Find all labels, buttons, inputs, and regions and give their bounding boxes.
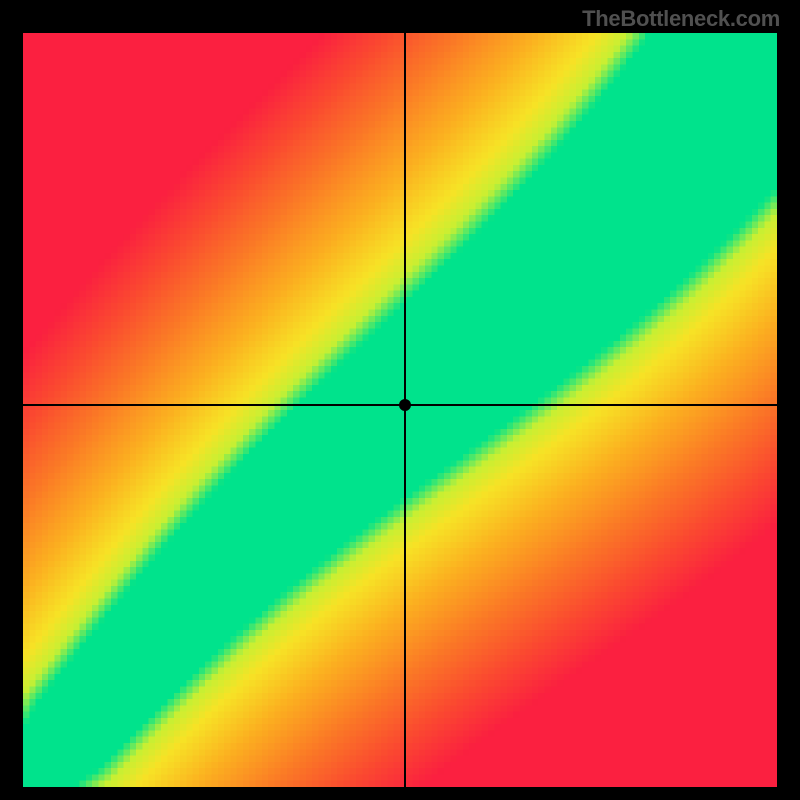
heatmap-canvas (23, 33, 777, 787)
watermark-text: TheBottleneck.com (582, 6, 780, 32)
chart-container: TheBottleneck.com (0, 0, 800, 800)
crosshair-marker (399, 399, 411, 411)
